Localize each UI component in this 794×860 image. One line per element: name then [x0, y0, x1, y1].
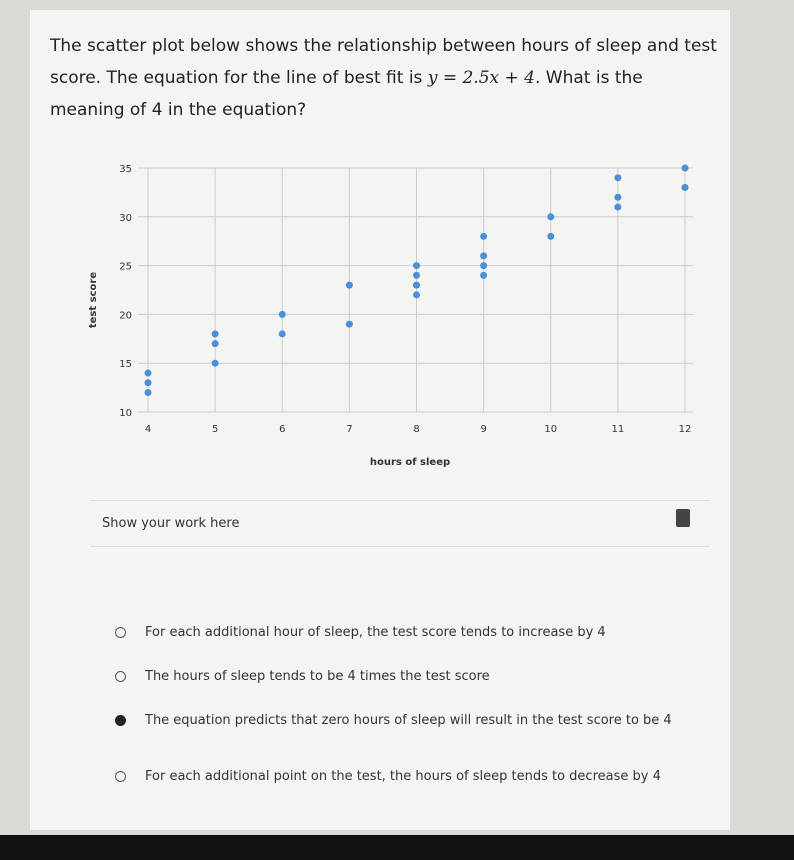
data-point	[144, 388, 152, 396]
radio-button[interactable]	[115, 771, 126, 782]
y-tick-label: 10	[119, 408, 132, 419]
data-point	[681, 164, 689, 172]
calculator-icon[interactable]	[676, 509, 690, 527]
data-point	[211, 330, 219, 338]
y-tick-label: 30	[119, 213, 132, 224]
option[interactable]: For each additional point on the test, t…	[115, 764, 695, 790]
y-tick-label: 20	[119, 310, 132, 321]
question-text: . What is the meaning of 4 in the equati…	[50, 68, 643, 120]
y-tick-label: 15	[119, 359, 132, 370]
x-tick-label: 6	[279, 424, 285, 435]
data-point	[413, 262, 420, 270]
question: The scatter plot below shows the relatio…	[50, 30, 720, 126]
equation: y = 2.5x + 4	[427, 68, 535, 88]
y-axis-title: test score	[88, 272, 99, 328]
x-tick-label: 5	[212, 424, 218, 435]
data-point	[480, 262, 488, 270]
option-text: For each additional point on the test, t…	[145, 769, 661, 784]
radio-button[interactable]	[115, 715, 126, 726]
data-point	[480, 271, 488, 279]
x-tick-label: 8	[413, 424, 419, 435]
data-point	[480, 252, 488, 260]
data-point	[614, 203, 622, 211]
data-point	[144, 379, 152, 387]
x-tick-label: 11	[612, 424, 625, 435]
y-tick-label: 35	[119, 164, 132, 175]
data-point	[211, 340, 219, 348]
data-point	[547, 232, 555, 240]
option-text: The hours of sleep tends to be 4 times t…	[145, 669, 490, 684]
data-point	[547, 213, 555, 221]
x-axis-title: hours of sleep	[370, 457, 450, 468]
data-point	[345, 320, 353, 328]
screen-bezel	[0, 835, 794, 860]
x-tick-label: 9	[480, 424, 486, 435]
chart: 10 15 20 25 30 35 4 5 6 7 8 9 10 11 12 hours of sleep te…	[88, 164, 693, 468]
data-point	[345, 281, 353, 289]
question-text: The scatter plot below shows the relatio…	[50, 36, 717, 88]
option[interactable]: The hours of sleep tends to be 4 times t…	[115, 664, 695, 690]
x-tick-label: 7	[346, 424, 352, 435]
data-point	[480, 232, 488, 240]
option-text: The equation predicts that zero hours of…	[145, 713, 672, 728]
data-point	[144, 369, 152, 377]
data-point	[413, 281, 420, 289]
option[interactable]: For each additional hour of sleep, the t…	[115, 620, 695, 646]
data-point	[681, 184, 689, 192]
x-tick-label: 12	[679, 424, 692, 435]
data-point	[614, 174, 622, 182]
data-point	[413, 291, 420, 299]
work-area[interactable]: Show your work here	[90, 500, 710, 547]
data-point	[211, 359, 219, 367]
x-tick-label: 4	[145, 424, 151, 435]
y-tick-label: 25	[119, 262, 132, 273]
data-point	[413, 271, 420, 279]
question-panel	[30, 10, 730, 830]
data-point	[614, 193, 622, 201]
x-tick-label: 10	[544, 424, 557, 435]
data-point	[278, 310, 286, 318]
work-label: Show your work here	[102, 516, 240, 531]
data-point	[278, 330, 286, 338]
radio-button[interactable]	[115, 627, 126, 638]
option[interactable]: The equation predicts that zero hours of…	[115, 708, 695, 734]
radio-button[interactable]	[115, 671, 126, 682]
option-text: For each additional hour of sleep, the t…	[145, 625, 606, 640]
